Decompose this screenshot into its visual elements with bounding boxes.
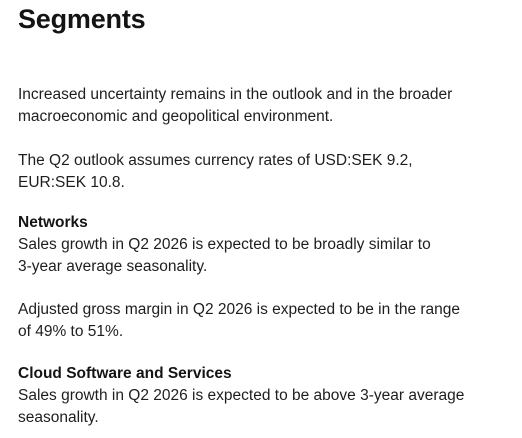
- text-line: 3-year average seasonality.: [18, 258, 208, 275]
- intro-uncertainty-paragraph: Increased uncertainty remains in the out…: [18, 84, 514, 128]
- networks-sales-paragraph: Sales growth in Q2 2026 is expected to b…: [18, 234, 514, 278]
- page-title: Segments: [18, 4, 146, 34]
- text-line: EUR:SEK 10.8.: [18, 174, 125, 191]
- networks-heading: Networks: [18, 214, 88, 231]
- text-line: Sales growth in Q2 2026 is expected to b…: [18, 236, 431, 253]
- text-line: seasonality.: [18, 409, 99, 426]
- text-line: macroeconomic and geopolitical environme…: [18, 108, 334, 125]
- cloud-sales-paragraph: Sales growth in Q2 2026 is expected to b…: [18, 385, 514, 429]
- text-line: Adjusted gross margin in Q2 2026 is expe…: [18, 301, 461, 318]
- text-line: The Q2 outlook assumes currency rates of…: [18, 152, 413, 169]
- text-line: Sales growth in Q2 2026 is expected to b…: [18, 387, 465, 404]
- text-line: of 49% to 51%.: [18, 323, 124, 340]
- networks-margin-paragraph: Adjusted gross margin in Q2 2026 is expe…: [18, 299, 514, 343]
- cloud-heading: Cloud Software and Services: [18, 365, 232, 382]
- text-line: Increased uncertainty remains in the out…: [18, 86, 453, 103]
- intro-currency-paragraph: The Q2 outlook assumes currency rates of…: [18, 150, 514, 194]
